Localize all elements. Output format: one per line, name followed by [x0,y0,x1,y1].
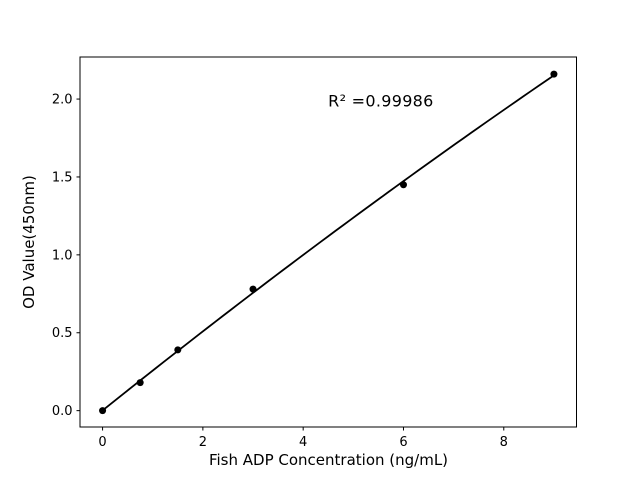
r-squared-annotation: R² =0.99986 [328,91,434,111]
x-axis-tick-label: 4 [299,435,307,450]
data-point-marker [99,407,107,415]
data-point-marker [136,379,144,387]
data-point-marker [174,346,182,354]
y-axis-tick-label: 1.0 [52,248,73,263]
y-axis-label: OD Value(450nm) [20,175,38,309]
data-point-marker [550,70,558,78]
x-axis-tick-label: 0 [98,435,106,450]
x-axis-tick-label: 2 [199,435,207,450]
y-axis-tick-label: 2.0 [52,93,73,108]
y-axis-tick-label: 0.0 [52,404,73,419]
x-axis-label: Fish ADP Concentration (ng/mL) [208,451,449,469]
plot-area-border [79,56,577,428]
y-axis-tick-label: 1.5 [52,170,73,185]
y-axis-tick-label: 0.5 [52,326,73,341]
fit-line [102,74,555,412]
x-axis-tick-label: 6 [399,435,407,450]
data-point-marker [399,181,407,189]
x-axis-tick-label: 8 [500,435,508,450]
data-point-marker [249,285,257,293]
